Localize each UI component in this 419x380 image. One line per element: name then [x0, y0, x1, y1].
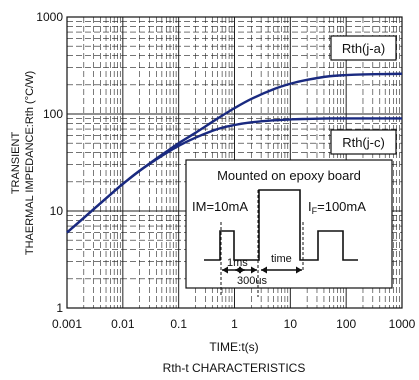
label-1ms: 1ms	[227, 257, 248, 269]
inset-test-conditions: Mounted on epoxy board IM=10mA IF=100mA 1ms…	[185, 159, 393, 297]
x-tick-label: 0.001	[52, 317, 82, 331]
x-tick-label: 10	[284, 317, 298, 331]
arrow-head	[296, 266, 302, 274]
x-axis-label: TIME:t(s)	[209, 340, 258, 354]
series-label-box	[330, 129, 397, 155]
series-labels: Rth(j-a) Rth(j-c)	[330, 35, 397, 155]
arrow-head	[261, 266, 267, 274]
arrow-head	[222, 266, 228, 274]
x-tick-label: 0.01	[111, 317, 135, 331]
series-label: Rth(j-c)	[342, 135, 385, 150]
im-label: IM=10mA	[192, 199, 248, 214]
y-axis-label-line1: TRANSIENT	[10, 132, 22, 195]
series-line-rth-j-c-	[66, 117, 402, 234]
data-series	[66, 72, 403, 234]
x-tick-label: 0.1	[170, 317, 187, 331]
if-label: IF=100mA	[308, 199, 366, 216]
y-axis-label-line2: THAERMAL IMPEDANCE:Rth (°C/W)	[24, 71, 36, 255]
y-tick-label: 10	[50, 204, 64, 218]
x-tick-label: 1	[231, 317, 238, 331]
label-time: time	[271, 253, 292, 265]
inset-box	[185, 159, 393, 289]
pulse-waveform	[204, 189, 358, 261]
series-label-box	[330, 35, 397, 61]
series-label: Rth(j-a)	[342, 41, 385, 56]
inset-heading: Mounted on epoxy board	[217, 168, 361, 183]
arrow-head	[251, 266, 257, 274]
tick-labels: 0.001 0.01 0.1 1 10 100 1000 1 10 100 1000	[36, 10, 415, 331]
y-tick-label: 100	[43, 107, 63, 121]
label-300us: 300us	[237, 275, 267, 287]
x-tick-label: 1000	[389, 317, 416, 331]
plot-frame	[66, 16, 403, 309]
chart-title: Rth-t CHARACTERISTICS	[163, 361, 306, 375]
arrow-head	[235, 266, 241, 274]
x-tick-label: 100	[336, 317, 356, 331]
y-tick-label: 1000	[36, 10, 63, 24]
y-tick-label: 1	[56, 301, 63, 315]
